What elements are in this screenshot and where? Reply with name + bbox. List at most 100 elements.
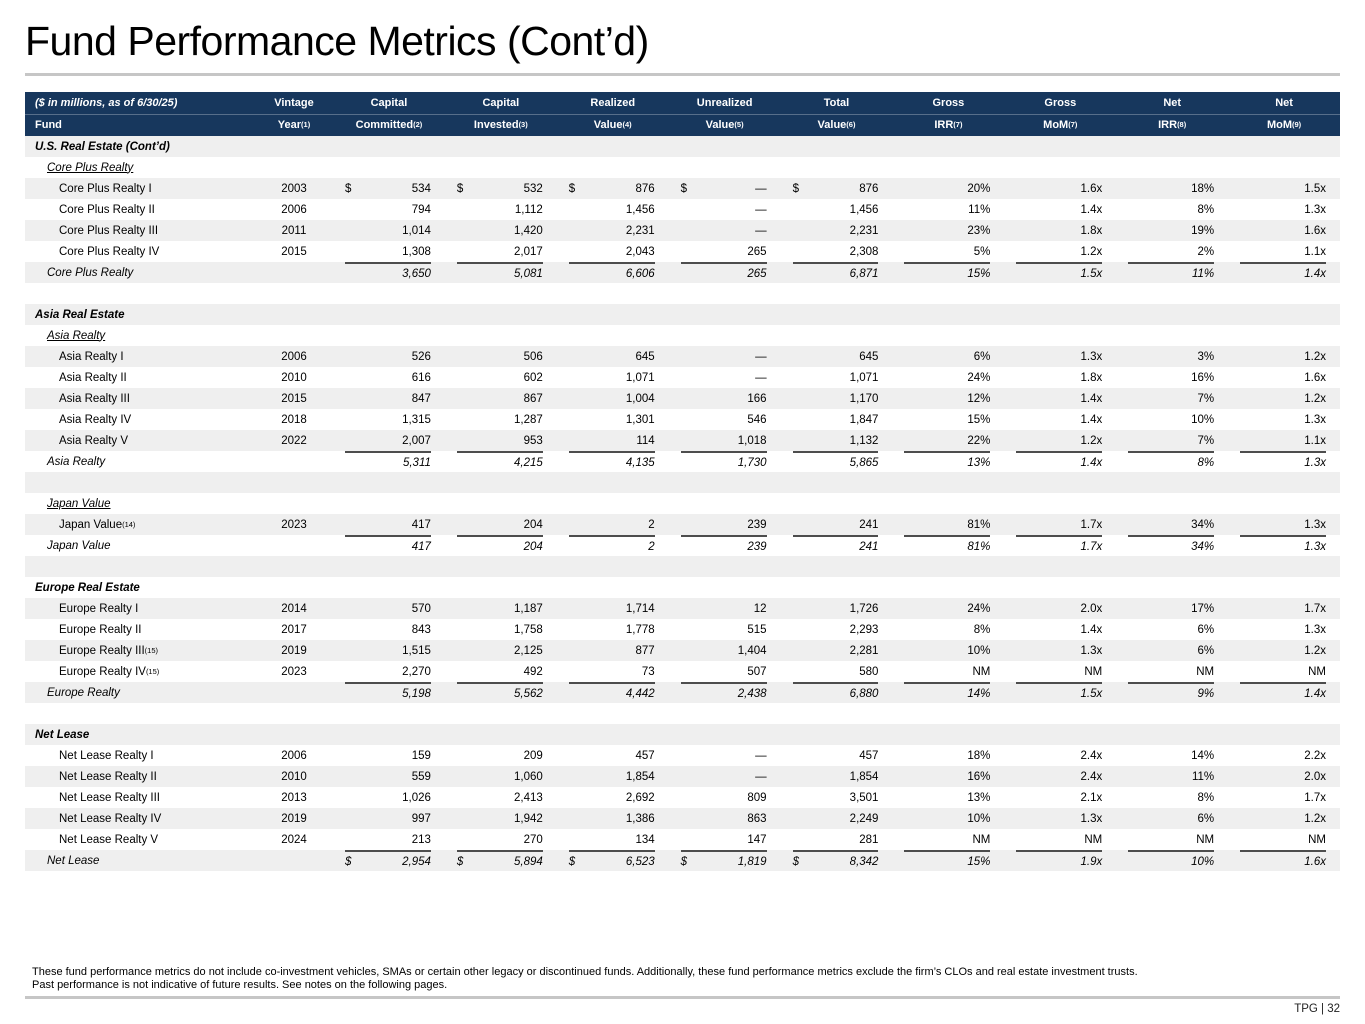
value-cell-inner: $1,758 <box>457 619 543 640</box>
value-cell-inner: $1,004 <box>569 388 655 409</box>
fund-name: Europe Realty I <box>59 602 139 615</box>
value-cell <box>1004 724 1116 745</box>
value-cell: $953 <box>445 430 557 451</box>
value-cell: $1,026 <box>333 787 445 808</box>
value-cell-inner: $1,778 <box>569 619 655 640</box>
value-cell-inner: $1,014 <box>345 220 431 241</box>
column-header-line2: IRR (7) <box>934 119 963 131</box>
value-cell-inner: $2,281 <box>793 640 879 661</box>
value-cell: $2.0x <box>1004 598 1116 619</box>
value-cell: $10% <box>1116 409 1228 430</box>
value: 515 <box>747 623 767 636</box>
value-cell-inner: $6,880 <box>792 682 879 703</box>
column-header-line2: Invested (3) <box>473 119 528 131</box>
value: 16% <box>967 770 991 783</box>
fund-name: Asia Realty <box>47 329 106 342</box>
dollar-sign: $ <box>568 182 576 195</box>
value-cell-inner: $863 <box>681 808 766 829</box>
value-cell-inner: $534 <box>345 178 431 199</box>
value-cell: $6% <box>892 346 1004 367</box>
value-cell <box>445 325 557 346</box>
value-cell: $239 <box>669 535 781 556</box>
value-cell-inner: $1.6x <box>1016 178 1102 199</box>
total-row: Net Lease$2,954$5,894$6,523$1,819$8,342$… <box>25 850 1340 871</box>
value-cell-inner: $NM <box>904 829 990 850</box>
value-cell <box>1116 493 1228 514</box>
value: 204 <box>523 540 543 553</box>
value-cell-inner: $1.4x <box>1240 262 1327 283</box>
value-cell-inner: $16% <box>904 766 990 787</box>
value-cell: $2,270 <box>333 661 445 682</box>
column-header-line2: Value (5) <box>705 119 744 131</box>
value-cell <box>1228 304 1340 325</box>
fund-name-cell: Net Lease Realty IV <box>25 808 255 829</box>
value-cell: $270 <box>445 829 557 850</box>
value-cell-inner: $1,847 <box>793 409 879 430</box>
fund-name: Europe Real Estate <box>35 581 140 594</box>
value-cell: $1,112 <box>445 199 557 220</box>
value-cell: $843 <box>333 619 445 640</box>
value: 867 <box>523 392 543 405</box>
fund-name: Japan Value <box>47 539 111 552</box>
value-cell: $1.5x <box>1004 682 1116 703</box>
value-cell: $265 <box>669 262 781 283</box>
value-cell-inner: $507 <box>681 661 766 682</box>
value-cell <box>445 703 557 724</box>
value-cell: $1.7x <box>1228 598 1340 619</box>
value: 166 <box>747 392 767 405</box>
vintage-year-cell: 2013 <box>281 791 307 804</box>
value: 2 <box>648 540 655 553</box>
fund-name-cell: Asia Realty <box>25 325 255 346</box>
value: 4,442 <box>625 687 655 700</box>
value-cell-inner: $10% <box>1128 409 1214 430</box>
dollar-sign: $ <box>680 855 688 868</box>
value-cell: $14% <box>1116 745 1228 766</box>
value-cell-inner: $867 <box>457 388 543 409</box>
value: 876 <box>635 182 655 195</box>
value-cell-inner: $1.3x <box>1016 808 1102 829</box>
fund-row: Europe Realty IV(15) 2023 $2,270 $492 $73 $50… <box>25 661 1340 682</box>
value: 12 <box>753 602 767 615</box>
value-cell: $1.4x <box>1228 682 1340 703</box>
value: 4,215 <box>514 456 543 469</box>
value-cell: $10% <box>892 640 1004 661</box>
value: 1,730 <box>737 456 767 469</box>
fund-name: Core Plus Realty <box>47 161 134 174</box>
value-cell-inner: $2.2x <box>1240 745 1326 766</box>
fund-name: Net Lease Realty V <box>59 833 159 846</box>
value: 17% <box>1191 602 1215 615</box>
column-header-line2-text: MoM <box>1266 119 1292 131</box>
value: 8,342 <box>849 855 879 868</box>
value-cell-inner: $18% <box>904 745 990 766</box>
fund-row: Japan Value(14) 2023 $417 $204 $2 $239 $241 $81… <box>25 514 1340 535</box>
value-cell-inner: $14% <box>904 682 991 703</box>
fund-row: Europe Realty III(15) 2019 $1,515 $2,125 $87… <box>25 640 1340 661</box>
value: 1.7x <box>1304 602 1327 615</box>
value-cell: $134 <box>557 829 669 850</box>
value-cell <box>1116 304 1228 325</box>
value-cell <box>1004 283 1116 304</box>
value-cell: $— <box>669 745 781 766</box>
dollar-sign: $ <box>456 855 464 868</box>
value-cell: $10% <box>892 808 1004 829</box>
value: 1.2x <box>1304 350 1327 363</box>
value-cell: $281 <box>781 829 893 850</box>
value-cell: $1,456 <box>557 199 669 220</box>
value-cell: $1.6x <box>1228 220 1340 241</box>
value-cell <box>557 136 669 157</box>
value: 6% <box>1197 623 1215 636</box>
fund-name: Japan Value <box>59 518 123 531</box>
value: 9% <box>1197 687 1215 700</box>
fund-name: Core Plus Realty III <box>59 224 159 237</box>
value: 3,650 <box>402 267 431 280</box>
value: 14% <box>1191 749 1215 762</box>
value: 2,293 <box>849 623 879 636</box>
value: 24% <box>967 602 991 615</box>
fund-name-cell: Core Plus Realty IV <box>25 241 255 262</box>
fund-name: Asia Realty II <box>59 371 127 384</box>
fund-name: Net Lease Realty IV <box>59 812 162 825</box>
value-cell: $1,778 <box>557 619 669 640</box>
value-cell: $526 <box>333 346 445 367</box>
column-header: Total Value (6) <box>781 92 893 136</box>
value: — <box>755 371 767 384</box>
